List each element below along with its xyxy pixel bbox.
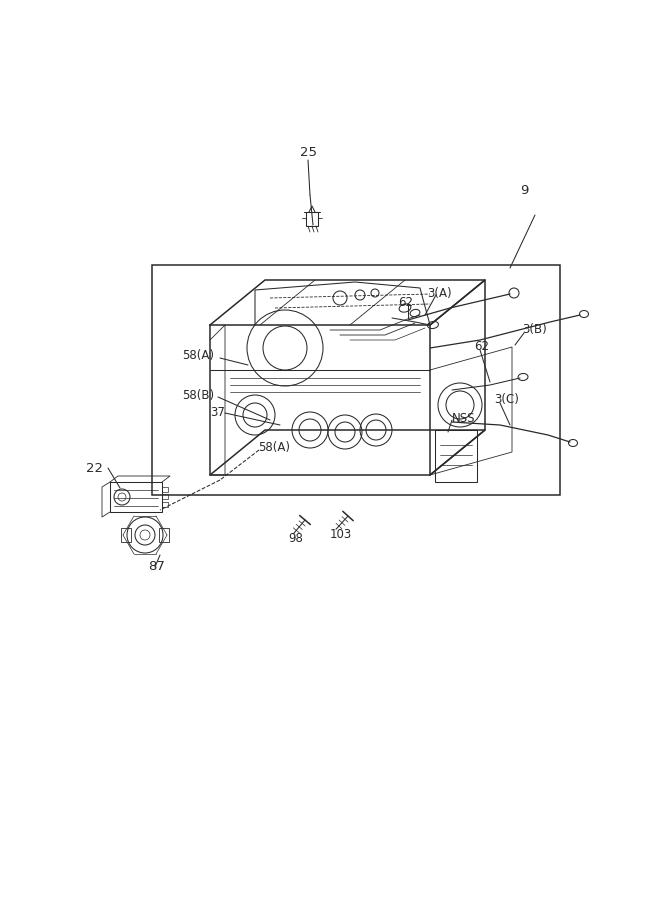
- Bar: [306, 212, 318, 226]
- Text: 3(C): 3(C): [494, 393, 519, 407]
- Text: 98: 98: [288, 532, 303, 544]
- Text: 58(B): 58(B): [182, 389, 214, 401]
- Text: 3(B): 3(B): [522, 323, 547, 337]
- Bar: [162, 494, 168, 499]
- Text: 25: 25: [300, 146, 317, 158]
- Bar: [121, 528, 131, 542]
- Text: 62: 62: [474, 340, 489, 354]
- Text: 58(A): 58(A): [182, 348, 214, 362]
- Bar: [162, 487, 168, 492]
- Text: 58(A): 58(A): [258, 442, 290, 454]
- Bar: [159, 528, 169, 542]
- Bar: [110, 482, 162, 512]
- Text: 103: 103: [330, 527, 352, 541]
- Text: 9: 9: [520, 184, 528, 196]
- Text: 37: 37: [210, 406, 225, 419]
- Text: 3(A): 3(A): [427, 286, 452, 300]
- Text: NSS: NSS: [452, 411, 476, 425]
- Text: 62: 62: [398, 295, 413, 309]
- Text: 22: 22: [86, 462, 103, 474]
- Bar: [162, 502, 168, 507]
- Bar: [152, 265, 560, 495]
- Bar: [435, 430, 477, 482]
- Text: 87: 87: [148, 560, 165, 572]
